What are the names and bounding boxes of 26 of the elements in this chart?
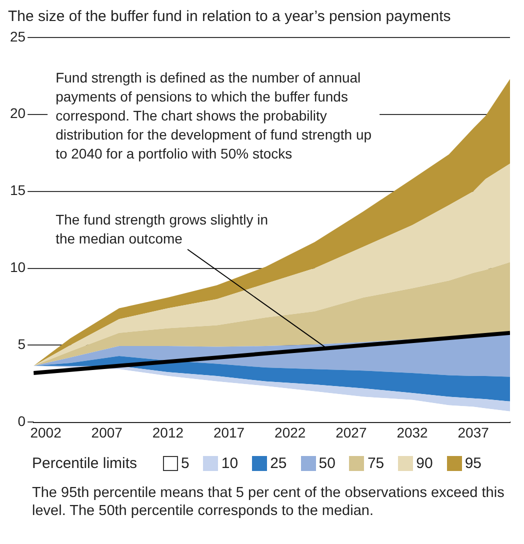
- text: The 95th percentile means that 5 per cent of the observations exceed this level. The 50th percentile corresponds to the median.: [32, 484, 506, 520]
- legend-label: 75: [367, 455, 384, 472]
- x-tick-label: 2037: [458, 424, 490, 440]
- x-tick-label: 2007: [91, 424, 123, 440]
- legend-label: 95: [464, 455, 482, 472]
- annotation: The fund strength grows slightly in the median outcome: [56, 211, 268, 246]
- y-tick-label: 15: [10, 182, 26, 198]
- x-tick-label: 2002: [30, 424, 62, 440]
- y-tick-label: 5: [18, 336, 26, 352]
- annotation: Fund strength is defined as the number of annual payments of pensions to which the buffer funds correspond. The chart shows the probability distribution for the development of fund strength up to 2040 for a portfolio with 50% stocks: [56, 69, 372, 162]
- y-tick-label: 25: [10, 28, 26, 44]
- x-tick-label: 2012: [152, 424, 184, 440]
- text: 5: [181, 455, 190, 472]
- legend-label: 10: [221, 455, 238, 472]
- legend-label: 25: [270, 455, 287, 472]
- x-tick-label: 2022: [274, 424, 306, 440]
- chart-title: The size of the buffer fund in relation to a year’s pension payments: [8, 8, 452, 25]
- x-tick-label: 2032: [396, 424, 428, 440]
- x-tick-label: 2017: [213, 424, 245, 440]
- legend-label: 90: [416, 455, 433, 472]
- y-tick-label: 20: [10, 105, 26, 122]
- y-tick-label: 0: [18, 413, 26, 430]
- legend-title: Percentile limits: [32, 455, 138, 472]
- y-tick-label: 10: [10, 259, 26, 276]
- legend-label: 50: [318, 455, 336, 472]
- x-tick-label: 2027: [336, 424, 367, 440]
